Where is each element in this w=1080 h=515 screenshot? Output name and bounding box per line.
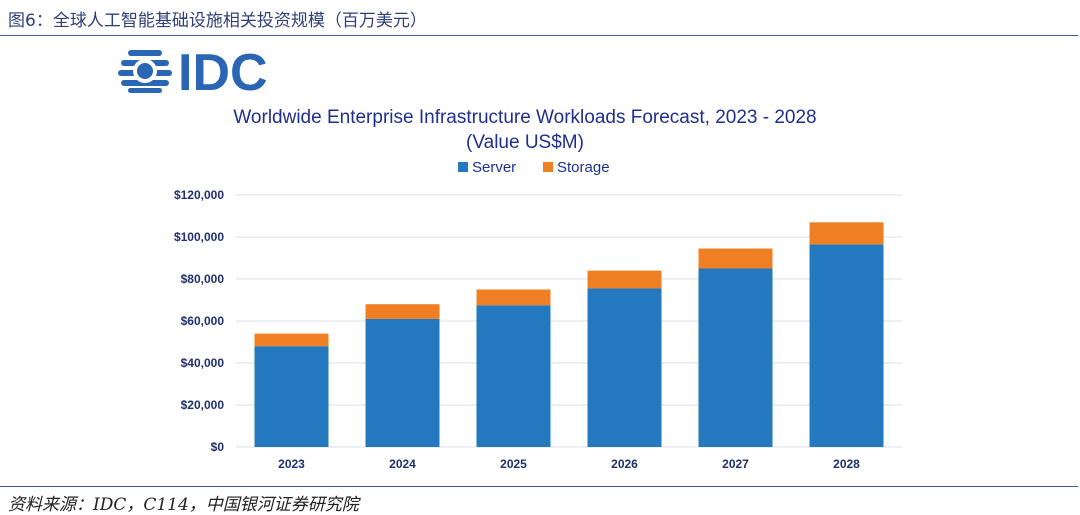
bar-server-2026 (587, 288, 662, 447)
x-tick-label: 2024 (389, 457, 416, 471)
bottom-rule (0, 486, 1078, 487)
y-tick-label: $20,000 (181, 398, 225, 412)
bar-storage-2024 (365, 304, 440, 319)
figure-caption: 图6：全球人工智能基础设施相关投资规模（百万美元） (8, 11, 427, 31)
bar-storage-2027 (698, 248, 773, 269)
legend-swatch-server (458, 162, 468, 172)
bar-server-2024 (365, 318, 440, 447)
x-tick-label: 2028 (833, 457, 860, 471)
y-tick-label: $80,000 (181, 272, 225, 286)
idc-globe-icon (118, 50, 172, 93)
chart-subtitle: (Value US$M) (466, 132, 584, 153)
bar-storage-2023 (254, 333, 329, 347)
legend-label-server: Server (472, 159, 516, 176)
bar-storage-2025 (476, 289, 551, 306)
bar-server-2025 (476, 305, 551, 447)
top-rule (0, 35, 1078, 36)
y-tick-label: $0 (211, 440, 225, 454)
bar-server-2028 (809, 244, 884, 447)
y-tick-label: $40,000 (181, 356, 225, 370)
bar-storage-2026 (587, 270, 662, 289)
bar-storage-2028 (809, 222, 884, 245)
bar-server-2027 (698, 268, 773, 447)
logo-text: IDC (178, 44, 268, 94)
y-tick-label: $100,000 (174, 230, 224, 244)
x-tick-label: 2027 (722, 457, 749, 471)
idc-logo: IDC (118, 44, 318, 102)
x-tick-label: 2026 (611, 457, 638, 471)
bar-server-2023 (254, 346, 329, 447)
source-note: 资料来源：IDC，C114，中国银河证券研究院 (8, 495, 359, 515)
legend-swatch-storage (543, 162, 553, 172)
y-tick-label: $60,000 (181, 314, 225, 328)
legend-label-storage: Storage (557, 159, 610, 176)
x-tick-label: 2025 (500, 457, 527, 471)
x-tick-label: 2023 (278, 457, 305, 471)
y-tick-label: $120,000 (174, 188, 224, 202)
chart-title: Worldwide Enterprise Infrastructure Work… (233, 107, 817, 128)
stacked-bar-chart: $0 $20,000 $40,000 $60,000 $80,000 $100,000 $1… (174, 159, 902, 471)
